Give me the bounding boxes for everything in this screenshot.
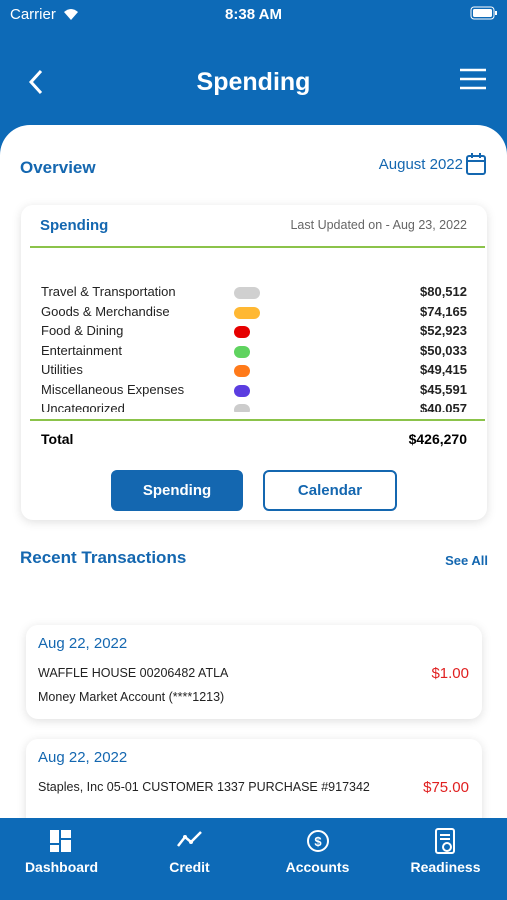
transaction-merchant: WAFFLE HOUSE 00206482 ATLA: [38, 666, 229, 680]
category-row: Entertainment $50,033: [41, 343, 467, 363]
nav-label: Readiness: [410, 859, 481, 875]
time: 8:38 AM: [225, 6, 282, 23]
category-name: Uncategorized: [41, 401, 125, 412]
category-amount: $80,512: [420, 284, 467, 299]
card-title: Spending: [40, 217, 109, 234]
divider: [30, 419, 485, 421]
category-color: [234, 306, 260, 319]
category-row: Travel & Transportation $80,512: [41, 284, 467, 304]
category-name: Utilities: [41, 362, 83, 377]
page-title: Spending: [196, 68, 311, 96]
category-row: Food & Dining $52,923: [41, 323, 467, 343]
nav-item[interactable]: Credit: [126, 818, 253, 900]
nav-item[interactable]: Dashboard: [0, 818, 125, 900]
category-amount: $52,923: [420, 323, 467, 338]
calendar-button[interactable]: Calendar: [263, 470, 397, 511]
month-picker[interactable]: August 2022: [378, 156, 463, 173]
category-name: Travel & Transportation: [41, 284, 176, 299]
svg-text:$: $: [314, 834, 322, 849]
readiness-icon: [435, 828, 455, 854]
category-color: [234, 326, 250, 338]
bottom-nav: Dashboard Credit $ Accounts Readiness: [0, 818, 507, 900]
dashboard-icon: [50, 830, 71, 852]
category-row: Goods & Merchandise $74,165: [41, 304, 467, 324]
category-list: Travel & Transportation $80,512 Goods & Me…: [21, 284, 487, 412]
category-amount: $49,415: [420, 362, 467, 377]
category-color: [234, 345, 250, 358]
see-all[interactable]: See All: [445, 553, 488, 568]
category-color: [234, 287, 260, 299]
category-name: Food & Dining: [41, 323, 124, 338]
content-panel: Overview August 2022 Spending Last Updat…: [0, 125, 507, 900]
calendar-icon[interactable]: [465, 152, 487, 176]
transaction-date: Aug 22, 2022: [38, 635, 128, 652]
spending-card: Spending Last Updated on - Aug 23, 2022 …: [21, 205, 487, 520]
transaction-card[interactable]: Aug 22, 2022 WAFFLE HOUSE 00206482 ATLA $1…: [26, 625, 482, 719]
wifi-icon: [64, 9, 78, 20]
nav-item[interactable]: $ Accounts: [254, 818, 381, 900]
back-button[interactable]: [26, 68, 46, 96]
category-row: Miscellaneous Expenses $45,591: [41, 382, 467, 402]
battery-icon: [470, 6, 497, 20]
total-value: $426,270: [408, 431, 467, 447]
nav-label: Dashboard: [24, 859, 99, 875]
last-updated: Last Updated on - Aug 23, 2022: [290, 218, 467, 232]
transaction-date: Aug 22, 2022: [38, 749, 128, 766]
total-label: Total: [41, 431, 74, 447]
transaction-amount: $75.00: [423, 779, 469, 796]
category-row: Uncategorized $40,057: [41, 401, 467, 412]
carrier: Carrier: [10, 6, 56, 23]
category-amount: $45,591: [420, 381, 467, 397]
transaction-account: Money Market Account (****1213): [38, 690, 225, 704]
category-name: Goods & Merchandise: [41, 303, 170, 319]
category-amount: $50,033: [420, 342, 467, 358]
credit-icon: [177, 831, 202, 847]
divider: [30, 246, 485, 248]
category-color: [234, 365, 250, 377]
transaction-list: Aug 22, 2022 WAFFLE HOUSE 00206482 ATLA $1…: [0, 125, 507, 833]
category-amount: $74,165: [420, 303, 467, 319]
overview-title: Overview: [20, 158, 96, 177]
accounts-icon: $: [307, 830, 329, 852]
transaction-card[interactable]: Aug 22, 2022 Staples, Inc 05-01 CUSTOMER …: [26, 739, 482, 833]
category-name: Miscellaneous Expenses: [41, 381, 185, 397]
spending-button[interactable]: Spending: [111, 470, 243, 511]
menu-button[interactable]: [459, 68, 487, 90]
nav-item[interactable]: Readiness: [382, 818, 507, 900]
nav-label: Accounts: [285, 859, 350, 875]
nav-label: Credit: [169, 859, 210, 875]
category-color: [234, 404, 250, 412]
transaction-amount: $1.00: [431, 665, 469, 682]
category-name: Entertainment: [41, 342, 122, 358]
category-color: [234, 384, 250, 397]
category-amount: $40,057: [420, 401, 467, 412]
transaction-merchant: Staples, Inc 05-01 CUSTOMER 1337 PURCHAS…: [38, 780, 370, 794]
category-row: Utilities $49,415: [41, 362, 467, 382]
recent-title: Recent Transactions: [20, 548, 187, 567]
